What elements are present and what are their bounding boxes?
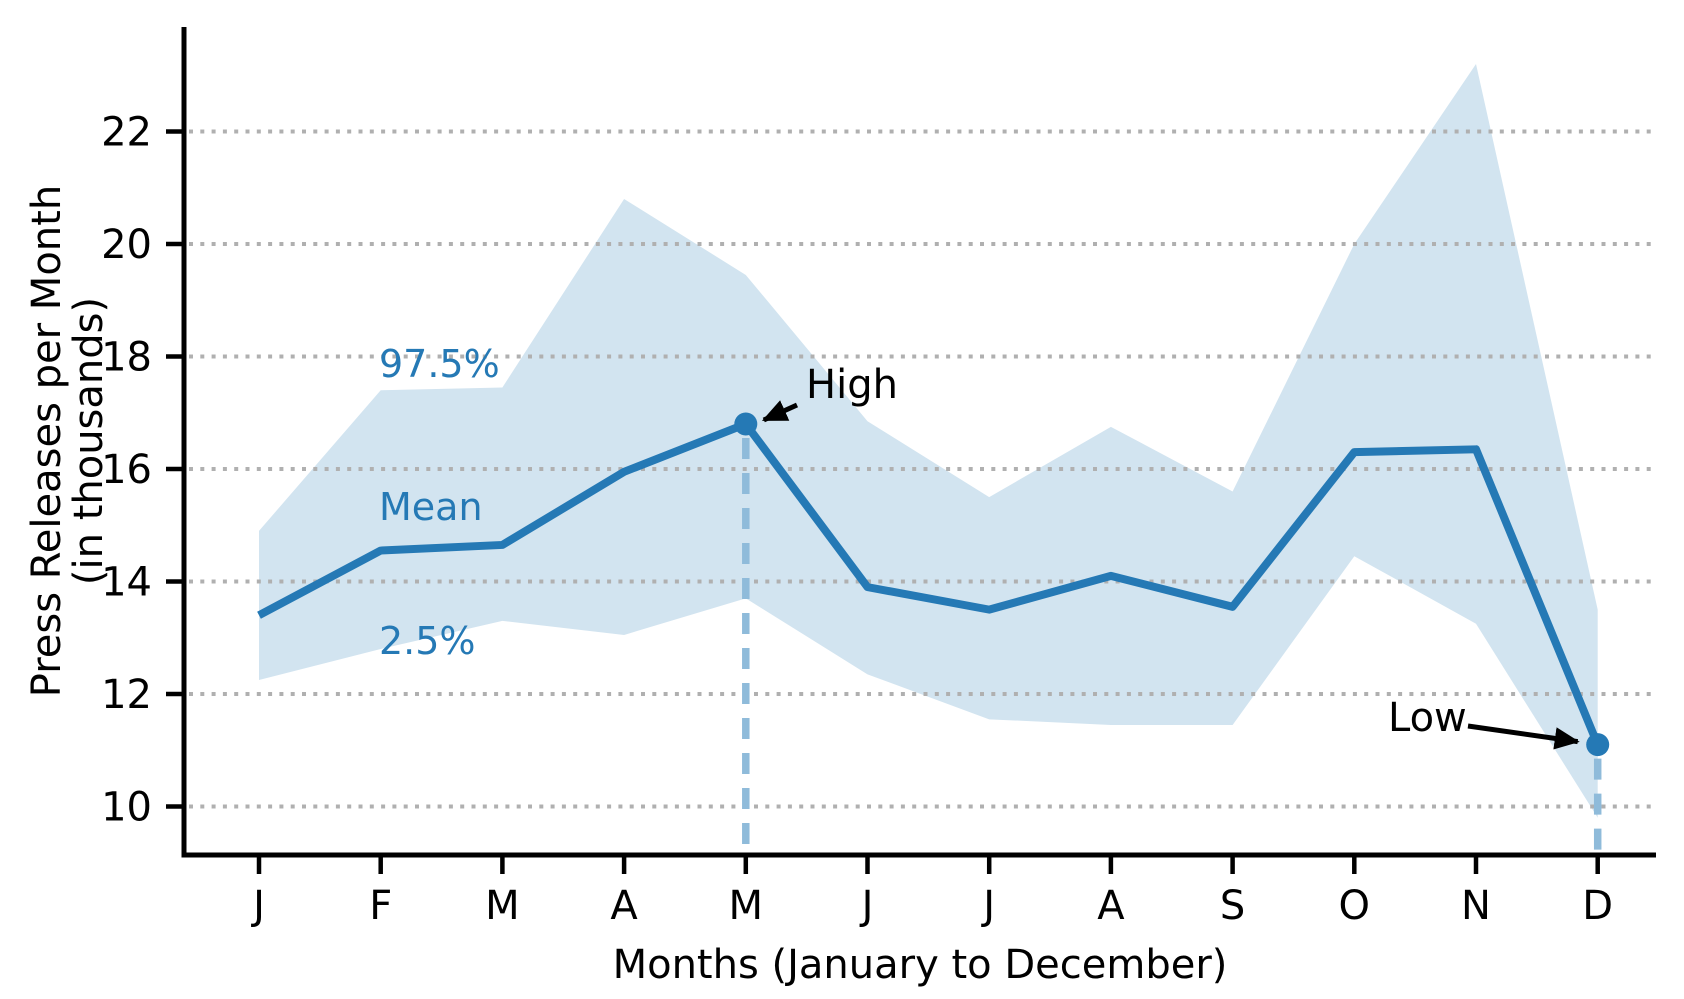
y-axis-title-line1: Press Releases per Month [24,185,70,697]
axis-layer: 10 12 14 16 18 20 22 J F M A M J J A S O N D [101,27,1656,929]
low-annotation-label: Low [1388,695,1467,741]
y-tick-label-18: 18 [101,335,152,381]
x-tick-label-0: J [250,883,265,929]
x-tick-label-11: D [1582,883,1613,929]
x-tick-label-5: J [859,883,874,929]
x-tick-label-3: A [610,883,638,929]
confidence-band [259,64,1598,818]
confidence-band-layer [259,64,1598,818]
y-tick-label-14: 14 [101,560,152,606]
y-tick-label-12: 12 [101,672,152,718]
low-annotation-arrow [1467,723,1580,750]
annotation-arrow-layer [761,400,1580,750]
x-tick-label-6: J [980,883,995,929]
x-tick-label-2: M [485,883,520,929]
x-tick-label-8: S [1220,883,1245,929]
y-tick-label-16: 16 [101,447,152,493]
mean-series-layer [257,412,1610,757]
x-tick-label-4: M [729,883,764,929]
lower-band-label: 2.5% [379,619,476,663]
high-annotation-label: High [806,362,898,408]
x-tick-label-7: A [1097,883,1125,929]
drop-line-layer [742,438,1602,853]
low-point-marker [1586,733,1610,757]
y-tick-label-20: 20 [101,222,152,268]
y-tick-label-10: 10 [101,785,152,831]
y-tick-label-22: 22 [101,110,152,156]
high-annotation-arrow [761,400,799,423]
x-axis-title: Months (January to December) [613,942,1228,988]
x-tick-label-10: N [1461,883,1491,929]
x-tick-label-9: O [1339,883,1370,929]
high-point-marker [734,412,758,436]
y-axis-title-line2: (in thousands) [66,297,112,585]
upper-band-label: 97.5% [379,342,500,386]
x-tick-label-1: F [369,883,392,929]
text-label-layer: 97.5% Mean 2.5% High Low Months (January… [24,185,1467,988]
mean-line-label: Mean [379,485,483,529]
mean-line [257,420,1602,747]
